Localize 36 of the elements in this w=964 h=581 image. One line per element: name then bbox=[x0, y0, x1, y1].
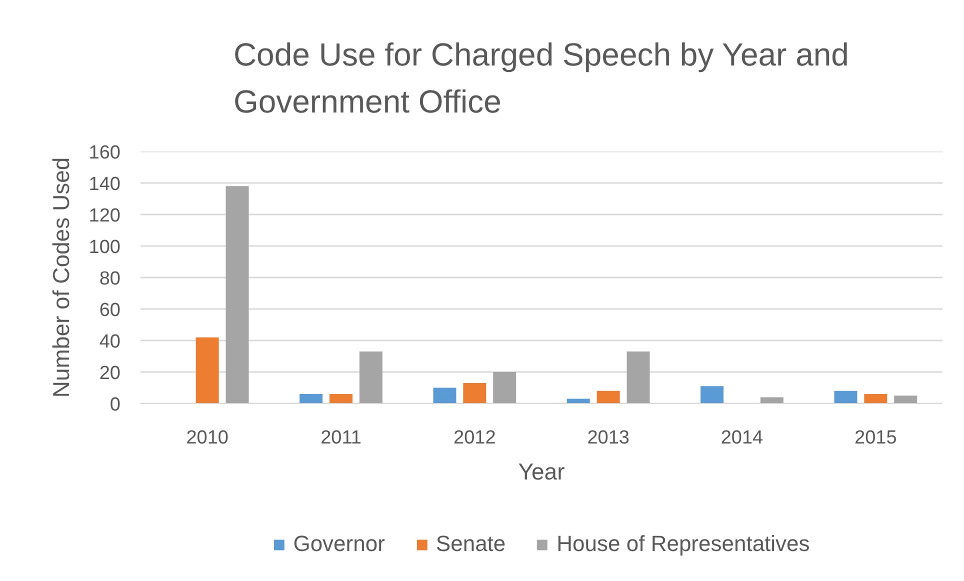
legend-label: Governor bbox=[293, 531, 385, 557]
x-axis-title: Year bbox=[518, 458, 566, 484]
bar bbox=[760, 397, 784, 404]
legend-label: Senate bbox=[436, 531, 506, 557]
bar bbox=[226, 186, 249, 404]
bar bbox=[433, 388, 456, 404]
bar bbox=[359, 352, 382, 404]
bar bbox=[626, 352, 650, 404]
bar bbox=[700, 386, 724, 404]
x-tick-label: 2011 bbox=[320, 428, 362, 448]
x-tick-label: 2014 bbox=[720, 428, 764, 448]
bar bbox=[196, 337, 219, 404]
y-axis-title: Number of Codes Used bbox=[48, 157, 74, 398]
y-tick-label: 20 bbox=[99, 363, 121, 384]
y-tick-label: 120 bbox=[88, 206, 120, 226]
bar bbox=[330, 394, 352, 404]
y-tick-label: 60 bbox=[99, 300, 121, 321]
bar bbox=[834, 390, 858, 404]
y-tick-label: 100 bbox=[88, 237, 120, 258]
x-tick-label: 2015 bbox=[854, 428, 897, 448]
y-tick-label: 40 bbox=[99, 332, 121, 352]
legend-label: House of Representatives bbox=[556, 531, 810, 557]
x-tick-label: 2012 bbox=[454, 428, 496, 448]
y-tick-label: 0 bbox=[110, 394, 121, 416]
bar bbox=[463, 383, 486, 404]
bar bbox=[493, 372, 516, 404]
y-tick-label: 160 bbox=[88, 142, 120, 164]
y-tick-label: 80 bbox=[99, 268, 121, 290]
y-tick-label: 140 bbox=[88, 174, 120, 195]
bar bbox=[300, 394, 323, 404]
chart-title: Code Use for Charged Speech by Year and Government Office bbox=[233, 36, 849, 120]
x-tick-label: 2013 bbox=[587, 428, 630, 448]
x-tick-label: 2010 bbox=[186, 428, 228, 448]
bar bbox=[596, 390, 620, 404]
bar bbox=[864, 394, 888, 404]
bar bbox=[894, 396, 918, 404]
